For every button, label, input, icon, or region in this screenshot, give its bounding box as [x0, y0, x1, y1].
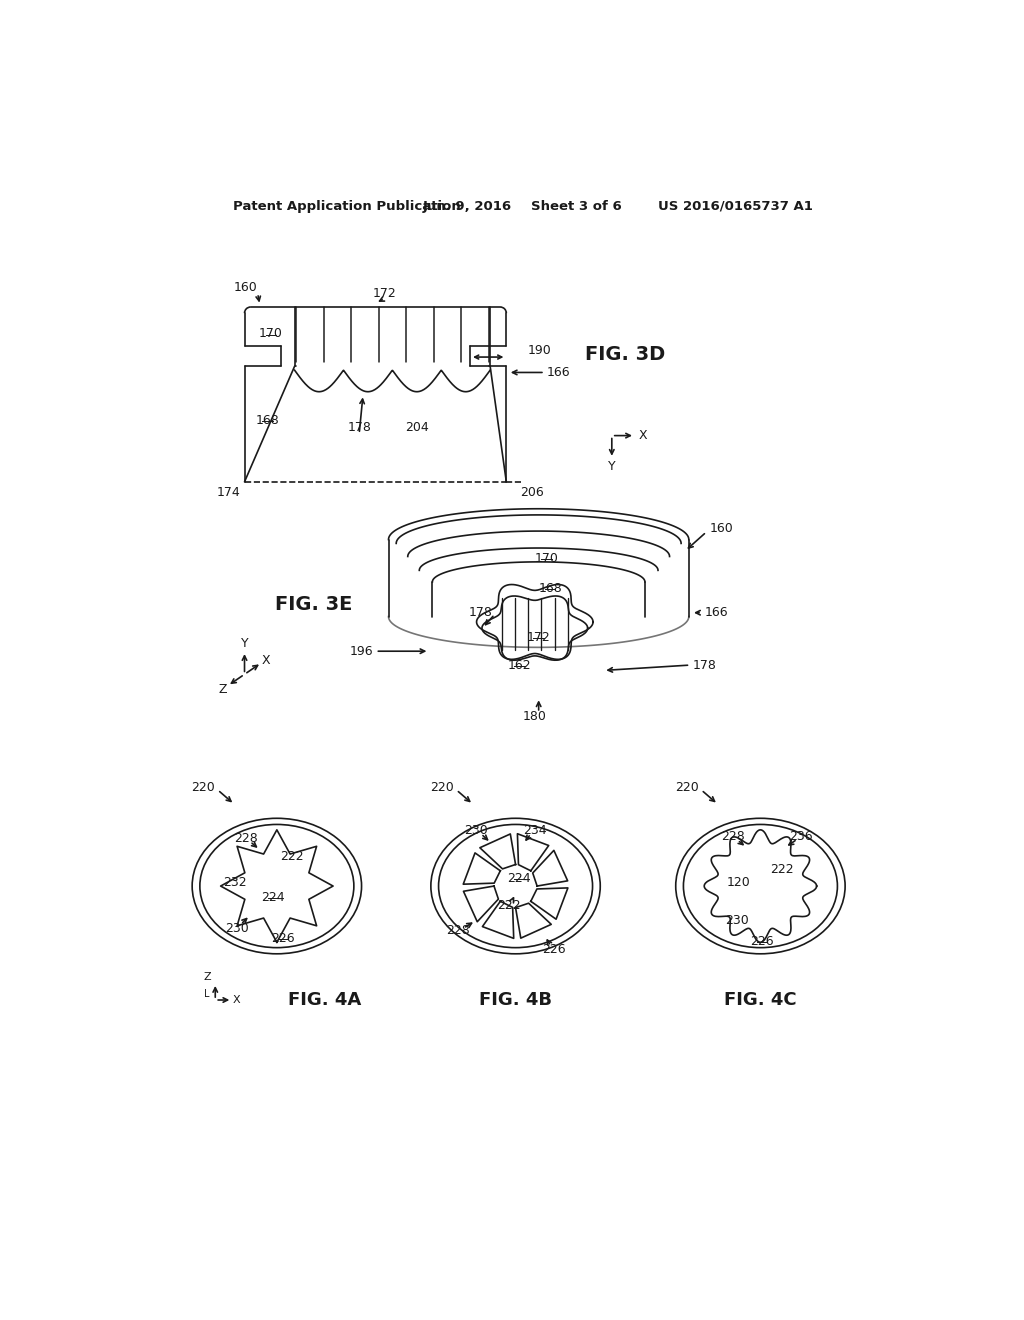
- Text: Y: Y: [241, 638, 249, 649]
- Text: 168: 168: [256, 413, 280, 426]
- Text: X: X: [262, 653, 270, 667]
- Text: 162: 162: [508, 659, 531, 672]
- Text: L: L: [204, 989, 209, 999]
- Text: 228: 228: [722, 829, 745, 842]
- Text: 230: 230: [725, 915, 750, 927]
- Text: Patent Application Publication: Patent Application Publication: [233, 199, 461, 213]
- Text: 226: 226: [751, 935, 774, 948]
- Text: FIG. 3D: FIG. 3D: [585, 346, 666, 364]
- Text: 178: 178: [347, 421, 371, 434]
- Text: US 2016/0165737 A1: US 2016/0165737 A1: [658, 199, 813, 213]
- Text: 220: 220: [191, 781, 215, 795]
- Text: 190: 190: [528, 345, 552, 358]
- Text: 166: 166: [705, 606, 728, 619]
- Text: 196: 196: [349, 644, 373, 657]
- Text: 224: 224: [261, 891, 285, 904]
- Text: 178: 178: [692, 659, 717, 672]
- Text: 230: 230: [464, 824, 487, 837]
- Text: 224: 224: [508, 871, 531, 884]
- Text: Z: Z: [219, 684, 227, 696]
- Text: 222: 222: [281, 850, 304, 863]
- Text: 234: 234: [523, 824, 547, 837]
- Text: X: X: [638, 429, 647, 442]
- Text: 174: 174: [217, 486, 241, 499]
- Text: 170: 170: [259, 327, 283, 341]
- Text: 226: 226: [543, 942, 566, 956]
- Text: 166: 166: [547, 366, 570, 379]
- Text: Y: Y: [608, 459, 615, 473]
- Text: 178: 178: [469, 606, 493, 619]
- Text: 222: 222: [498, 899, 521, 912]
- Text: 120: 120: [727, 875, 751, 888]
- Text: Z: Z: [204, 972, 211, 982]
- Text: 170: 170: [535, 552, 558, 565]
- Text: 228: 228: [445, 924, 470, 937]
- Text: 220: 220: [430, 781, 454, 795]
- Text: FIG. 4B: FIG. 4B: [479, 991, 552, 1008]
- Text: 204: 204: [406, 421, 429, 434]
- Text: Jun. 9, 2016: Jun. 9, 2016: [423, 199, 512, 213]
- Text: 228: 228: [234, 832, 258, 845]
- Text: 206: 206: [520, 486, 544, 499]
- Text: X: X: [233, 995, 241, 1005]
- Text: 180: 180: [523, 710, 547, 723]
- Text: 160: 160: [710, 521, 733, 535]
- Text: 160: 160: [233, 281, 258, 294]
- Text: Sheet 3 of 6: Sheet 3 of 6: [531, 199, 622, 213]
- Text: 172: 172: [373, 286, 396, 300]
- Text: 226: 226: [271, 932, 295, 945]
- Text: 236: 236: [788, 829, 812, 842]
- Text: 168: 168: [539, 582, 562, 594]
- Text: FIG. 3E: FIG. 3E: [275, 595, 352, 615]
- Text: FIG. 4C: FIG. 4C: [724, 991, 797, 1008]
- Text: 222: 222: [770, 862, 794, 875]
- Text: 172: 172: [526, 631, 551, 644]
- Text: 220: 220: [675, 781, 698, 795]
- Text: 230: 230: [225, 921, 249, 935]
- Text: 232: 232: [222, 875, 247, 888]
- Text: FIG. 4A: FIG. 4A: [289, 991, 361, 1008]
